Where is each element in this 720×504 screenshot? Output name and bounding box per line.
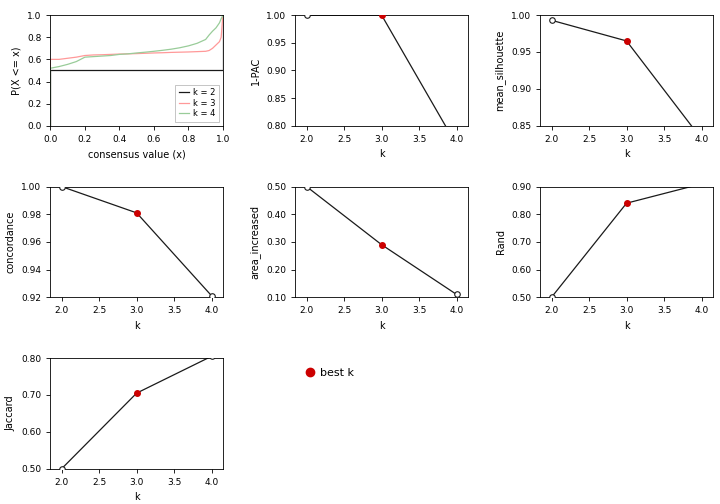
Y-axis label: Jaccard: Jaccard <box>6 396 16 431</box>
Y-axis label: P(X <= x): P(X <= x) <box>12 46 22 95</box>
X-axis label: k: k <box>134 492 140 502</box>
X-axis label: k: k <box>134 321 140 331</box>
Y-axis label: area_increased: area_increased <box>250 205 261 279</box>
Y-axis label: concordance: concordance <box>6 211 16 273</box>
X-axis label: consensus value (x): consensus value (x) <box>88 149 186 159</box>
Y-axis label: Rand: Rand <box>495 229 505 255</box>
X-axis label: k: k <box>624 149 629 159</box>
Legend: best k: best k <box>301 364 359 383</box>
Y-axis label: mean_silhouette: mean_silhouette <box>495 30 505 111</box>
X-axis label: k: k <box>379 149 384 159</box>
X-axis label: k: k <box>624 321 629 331</box>
Legend: k = 2, k = 3, k = 4: k = 2, k = 3, k = 4 <box>176 85 219 121</box>
Y-axis label: 1-PAC: 1-PAC <box>251 56 261 85</box>
X-axis label: k: k <box>379 321 384 331</box>
